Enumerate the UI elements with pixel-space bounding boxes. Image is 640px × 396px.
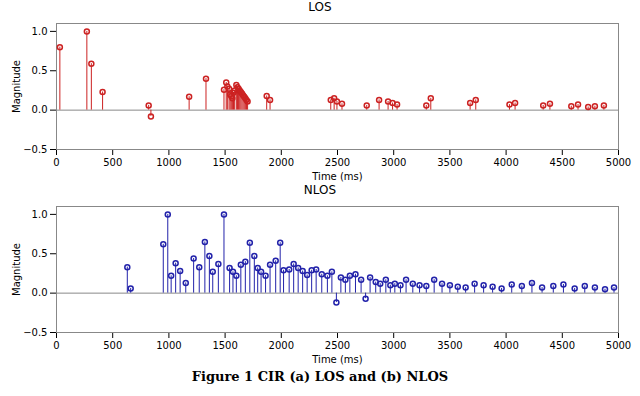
svg-text:1500: 1500: [212, 157, 237, 168]
svg-text:1.0: 1.0: [32, 26, 48, 37]
svg-text:3500: 3500: [437, 340, 462, 351]
svg-text:5000: 5000: [606, 340, 631, 351]
svg-text:3000: 3000: [381, 340, 406, 351]
svg-text:2000: 2000: [269, 157, 294, 168]
html-text:Figure 1 CIR (a) LOS and (b) N: Figure 1 CIR (a) LOS and (b) NLOS: [191, 369, 449, 384]
svg-text:Magnitude: Magnitude: [11, 60, 22, 113]
svg-text:2500: 2500: [325, 157, 350, 168]
svg-text:1000: 1000: [156, 340, 181, 351]
svg-text:−0.5: −0.5: [23, 144, 47, 155]
svg-text:Time (ms): Time (ms): [311, 354, 363, 365]
svg-text:0.5: 0.5: [32, 65, 48, 76]
svg-text:500: 500: [103, 157, 122, 168]
svg-text:5000: 5000: [606, 157, 631, 168]
svg-text:3000: 3000: [381, 157, 406, 168]
svg-text:500: 500: [103, 340, 122, 351]
svg-text:0.0: 0.0: [32, 104, 48, 115]
svg-text:4000: 4000: [493, 340, 518, 351]
html-text:LOS: LOS: [308, 0, 332, 14]
svg-text:−0.5: −0.5: [23, 327, 47, 338]
svg-text:4000: 4000: [493, 157, 518, 168]
svg-text:2000: 2000: [269, 340, 294, 351]
svg-text:0.5: 0.5: [32, 248, 48, 259]
svg-text:3500: 3500: [437, 157, 462, 168]
svg-text:2500: 2500: [325, 340, 350, 351]
svg-text:0: 0: [53, 157, 59, 168]
svg-text:Time (ms): Time (ms): [311, 171, 363, 182]
svg-text:4500: 4500: [550, 157, 575, 168]
svg-text:0: 0: [53, 340, 59, 351]
svg-text:1000: 1000: [156, 157, 181, 168]
svg-text:Magnitude: Magnitude: [11, 243, 22, 296]
svg-text:1500: 1500: [212, 340, 237, 351]
svg-text:4500: 4500: [550, 340, 575, 351]
html-text:NLOS: NLOS: [303, 183, 337, 197]
svg-text:0.0: 0.0: [32, 287, 48, 298]
svg-text:1.0: 1.0: [32, 209, 48, 220]
